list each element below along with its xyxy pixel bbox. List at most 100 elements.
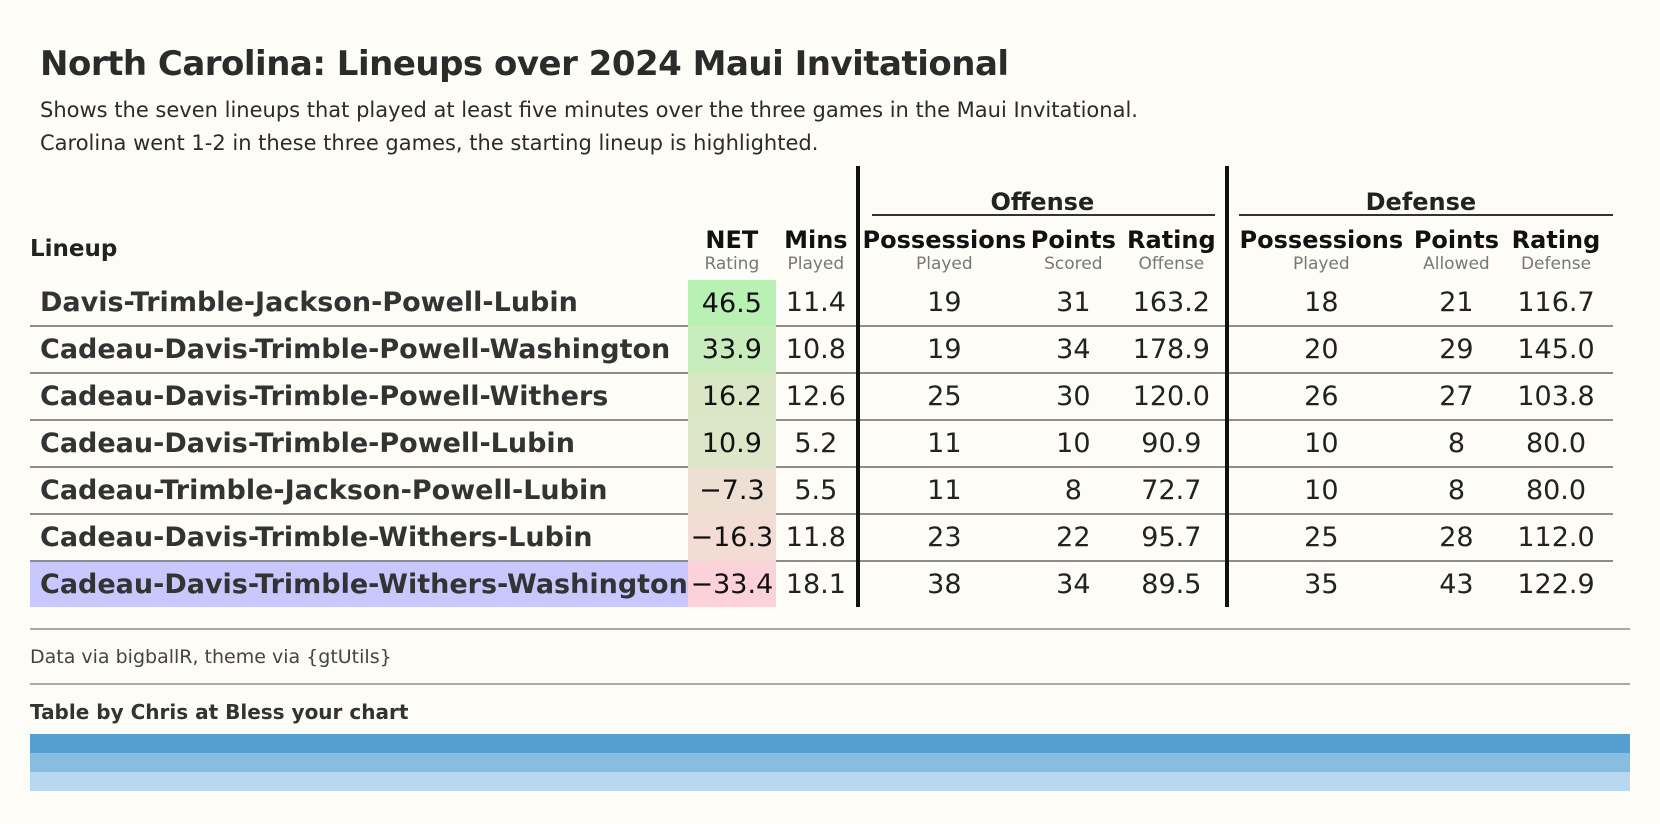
column-header-row: Lineup NET Mins Possessions Points Ratin… [30,216,1613,262]
table-row: Cadeau-Davis-Trimble-Withers-Lubin −16.3… [30,514,1613,562]
off-rating-cell: 95.7 [1117,514,1229,562]
off-points-cell: 22 [1028,514,1118,562]
off-possessions-column-header: Possessions [862,226,1027,254]
def-points-column-subheader: Allowed [1423,254,1490,274]
offense-group-header: Offense [857,166,1229,216]
off-points-cell: 34 [1028,326,1118,374]
def-possessions-cell: 10 [1226,420,1414,468]
net-rating-cell: −33.4 [687,561,776,607]
def-rating-cell: 116.7 [1499,280,1613,327]
off-possessions-cell: 11 [857,420,1029,468]
table-row: Cadeau-Davis-Trimble-Powell-Lubin 10.9 5… [30,420,1613,468]
subtitle-line: Shows the seven lineups that played at l… [40,98,1138,122]
def-possessions-cell: 35 [1304,569,1339,600]
footer-color-bar [30,753,1630,772]
def-rating-cell: 80.0 [1499,420,1613,468]
def-possessions-cell: 20 [1226,326,1414,374]
table-row: Davis-Trimble-Jackson-Powell-Lubin 46.5 … [30,280,1613,327]
off-rating-cell: 90.9 [1117,420,1229,468]
off-points-column-header: Points [1030,226,1116,254]
mins-cell: 10.8 [775,326,860,374]
lineup-cell: Cadeau-Davis-Trimble-Powell-Lubin [30,420,688,468]
mins-column-subheader: Played [775,254,860,280]
off-points-cell: 34 [1056,569,1091,600]
def-points-cell: 28 [1413,514,1499,562]
net-column-header: NET [705,226,759,254]
def-rating-cell: 145.0 [1499,326,1613,374]
off-rating-column-header: Rating [1117,216,1229,254]
off-points-cell: 30 [1028,373,1118,421]
off-points-cell: 10 [1028,420,1118,468]
def-points-cell: 8 [1413,467,1499,515]
lineup-cell: Cadeau-Davis-Trimble-Powell-Washington [30,326,688,374]
off-possessions-cell: 11 [857,467,1029,515]
def-points-cell: 21 [1413,280,1499,327]
subtitle-line: Carolina went 1-2 in these three games, … [40,131,819,155]
def-possessions-cell: 25 [1226,514,1414,562]
off-points-column-subheader: Scored [1044,254,1103,274]
table-row: Cadeau-Davis-Trimble-Withers-Washington … [30,561,1613,607]
mins-column-header: Mins [775,216,860,254]
mins-cell: 5.5 [775,467,860,515]
off-possessions-cell: 25 [857,373,1029,421]
footer-color-bar [30,772,1630,791]
credit-note: Table by Chris at Bless your chart [30,700,409,724]
def-possessions-cell: 10 [1226,467,1414,515]
lineup-column-header: Lineup [30,236,118,262]
off-possessions-cell: 38 [927,569,962,600]
off-rating-column-subheader: Offense [1117,254,1229,280]
lineup-cell: Cadeau-Davis-Trimble-Powell-Withers [30,373,688,421]
lineup-cell: Cadeau-Trimble-Jackson-Powell-Lubin [30,467,688,515]
column-subheader-row: Rating Played Played Scored Offense Play… [30,254,1613,280]
mins-cell: 5.2 [775,420,860,468]
mins-cell: 11.4 [775,280,860,327]
off-possessions-cell: 19 [857,326,1029,374]
def-points-cell: 8 [1413,420,1499,468]
lineups-table: Offense Defense Lineup NET Mins Possessi… [30,166,1613,607]
footer-color-bar [30,734,1630,753]
group-header-row: Offense Defense [30,166,1613,216]
table-row: Cadeau-Davis-Trimble-Powell-Washington 3… [30,326,1613,374]
def-possessions-column-subheader: Played [1292,254,1350,274]
def-points-cell: 43 [1439,569,1474,600]
def-possessions-cell: 18 [1226,280,1414,327]
def-rating-cell: 122.9 [1517,569,1595,600]
def-points-cell: 29 [1413,326,1499,374]
lineup-cell: Cadeau-Davis-Trimble-Withers-Lubin [30,514,688,562]
source-note: Data via bigballR, theme via {gtUtils} [30,646,392,668]
net-rating-cell: 10.9 [687,420,776,467]
net-rating-cell: −16.3 [687,514,776,561]
lineup-cell: Cadeau-Davis-Trimble-Withers-Washington [30,561,688,607]
def-possessions-column-header: Possessions [1239,226,1404,254]
off-possessions-cell: 19 [857,280,1029,327]
table-row: Cadeau-Trimble-Jackson-Powell-Lubin −7.3… [30,467,1613,515]
net-rating-cell: 46.5 [687,280,776,326]
def-rating-column-subheader: Defense [1520,254,1592,274]
off-rating-cell: 120.0 [1117,373,1229,421]
def-rating-cell: 80.0 [1499,467,1613,515]
off-rating-cell: 72.7 [1117,467,1229,515]
off-rating-cell: 163.2 [1117,280,1229,327]
mins-cell: 18.1 [775,561,860,607]
off-rating-cell: 89.5 [1117,561,1229,607]
off-rating-cell: 178.9 [1117,326,1229,374]
def-possessions-cell: 26 [1226,373,1414,421]
def-points-cell: 27 [1413,373,1499,421]
off-possessions-column-subheader: Played [915,254,973,274]
def-rating-column-header: Rating [1511,226,1601,254]
page-title: North Carolina: Lineups over 2024 Maui I… [40,44,1009,84]
off-points-cell: 31 [1028,280,1118,327]
lineup-cell: Davis-Trimble-Jackson-Powell-Lubin [30,280,688,327]
footer-divider [30,628,1630,630]
net-rating-cell: −7.3 [687,467,776,514]
off-points-cell: 8 [1028,467,1118,515]
defense-group-header: Defense [1227,166,1613,216]
net-rating-cell: 16.2 [687,373,776,420]
net-rating-cell: 33.9 [687,326,776,373]
table-row: Cadeau-Davis-Trimble-Powell-Withers 16.2… [30,373,1613,421]
def-rating-cell: 103.8 [1499,373,1613,421]
footer-divider [30,683,1630,685]
def-rating-cell: 112.0 [1499,514,1613,562]
net-column-subheader: Rating [704,254,760,274]
off-possessions-cell: 23 [857,514,1029,562]
